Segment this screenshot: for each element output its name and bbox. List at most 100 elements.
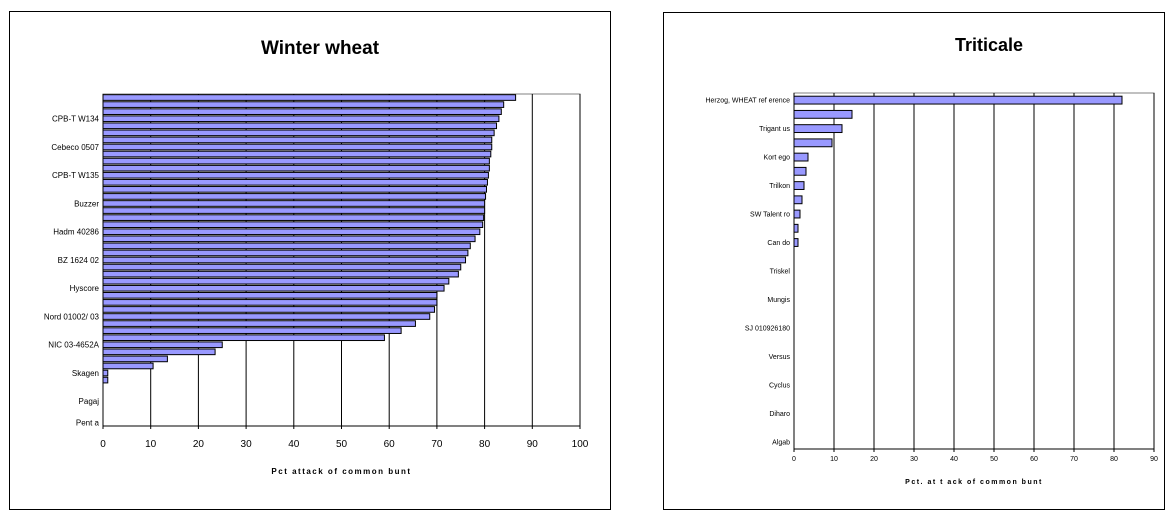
category-label: Can do xyxy=(767,240,790,247)
category-label: Hadm 40286 xyxy=(53,228,99,237)
category-label: Trilkon xyxy=(769,183,790,190)
bar xyxy=(102,284,445,292)
category-label: Hyscore xyxy=(70,284,100,293)
x-tick-label: 70 xyxy=(1070,456,1078,463)
bar xyxy=(793,152,809,162)
bar xyxy=(793,195,803,205)
bar xyxy=(102,355,168,363)
x-tick-label: 60 xyxy=(384,439,396,450)
bar xyxy=(793,166,807,176)
bar xyxy=(102,101,505,108)
bar xyxy=(102,200,486,207)
category-label: Versus xyxy=(769,354,791,361)
bar xyxy=(102,256,467,264)
x-tick-label: 0 xyxy=(792,456,796,463)
bar xyxy=(102,178,488,186)
x-tick-label: 90 xyxy=(527,439,539,450)
category-label: Diharo xyxy=(769,411,790,418)
category-label: Herzog, WHEAT ref erence xyxy=(705,98,790,105)
category-label: Buzzer xyxy=(74,199,99,208)
x-tick-label: 20 xyxy=(193,439,205,450)
category-label: SJ 010926180 xyxy=(745,325,790,332)
bar xyxy=(102,193,487,200)
x-tick-label: 30 xyxy=(910,456,918,463)
bar xyxy=(793,209,801,219)
bar xyxy=(102,157,490,165)
x-tick-label: 10 xyxy=(145,439,157,450)
bar xyxy=(793,238,799,247)
x-tick-label: 40 xyxy=(950,456,958,463)
x-tick-label: 80 xyxy=(1110,456,1118,463)
chart-title: Triticale xyxy=(955,35,1023,55)
x-tick-label: 70 xyxy=(431,439,443,450)
bar xyxy=(102,299,438,306)
category-label: CPB-T W134 xyxy=(52,115,100,124)
category-label: BZ 1624 02 xyxy=(58,256,100,265)
bar xyxy=(102,320,416,327)
category-label: Trigant us xyxy=(759,126,790,133)
bar xyxy=(102,129,495,137)
bar xyxy=(102,214,485,221)
bar xyxy=(102,115,500,123)
bar xyxy=(793,223,799,233)
x-tick-label: 30 xyxy=(241,439,253,450)
bar xyxy=(102,249,469,257)
bar xyxy=(102,348,216,356)
bar xyxy=(102,242,471,250)
bar xyxy=(102,277,450,285)
bar xyxy=(102,376,109,384)
triticale-chart-panel: Triticale 0 10 20 30 40 50 60 70 80 90 Herzog, WHEA… xyxy=(663,12,1165,510)
bar xyxy=(102,143,493,151)
x-tick-label: 10 xyxy=(830,456,838,463)
bar xyxy=(102,362,154,370)
bar xyxy=(102,291,438,299)
x-tick-label: 50 xyxy=(336,439,348,450)
category-label: Algab xyxy=(772,439,790,446)
x-tick-label: 40 xyxy=(288,439,300,450)
bar xyxy=(793,181,805,190)
winter-wheat-chart-panel: Winter wheat 0 10 20 30 40 50 60 70 80 90 100 CPB-T … xyxy=(9,11,611,510)
bar xyxy=(102,263,462,271)
x-tick-label: 60 xyxy=(1030,456,1038,463)
category-label: Pagaj xyxy=(79,397,100,406)
x-tick-label: 100 xyxy=(572,439,589,450)
x-tick-label: 20 xyxy=(870,456,878,463)
bar xyxy=(102,228,481,236)
category-label: Triskel xyxy=(770,268,791,275)
chart-title: Winter wheat xyxy=(261,38,380,59)
bar xyxy=(102,136,493,144)
bar xyxy=(102,164,490,172)
bar xyxy=(793,124,843,134)
bar xyxy=(102,186,488,193)
bar xyxy=(102,108,502,115)
bar xyxy=(102,341,223,349)
category-label: Nord 01002/ 03 xyxy=(44,312,100,321)
x-tick-label: 50 xyxy=(990,456,998,463)
bar xyxy=(102,369,109,377)
bar xyxy=(102,235,476,243)
chart-root: Triticale 0 10 20 30 40 50 60 70 80 90 Herzog, WHEA… xyxy=(705,35,1158,486)
x-tick-label: 80 xyxy=(479,439,491,450)
bar xyxy=(102,171,489,179)
x-axis-title: Pct. at t ack of common bunt xyxy=(905,479,1043,486)
category-label: Pent a xyxy=(76,418,100,427)
category-label: Cebeco 0507 xyxy=(51,143,99,152)
bar xyxy=(793,138,833,148)
chart-root: Winter wheat 0 10 20 30 40 50 60 70 80 90 100 CPB-T … xyxy=(44,38,589,476)
bar xyxy=(102,207,486,214)
category-label: Kort ego xyxy=(764,155,791,162)
bar xyxy=(102,94,517,101)
bar xyxy=(102,150,492,158)
bar xyxy=(102,221,484,229)
bar xyxy=(102,122,498,130)
bar xyxy=(102,327,402,334)
category-label: CPB-T W135 xyxy=(52,171,100,180)
category-label: Cyclus xyxy=(769,382,791,389)
triticale-chart: Triticale 0 10 20 30 40 50 60 70 80 90 Herzog, WHEA… xyxy=(705,35,1158,486)
category-label: Skagen xyxy=(72,369,99,378)
bar xyxy=(793,95,1123,105)
winter-wheat-chart: Winter wheat 0 10 20 30 40 50 60 70 80 90 100 CPB-T … xyxy=(44,38,589,476)
category-label: Mungis xyxy=(767,297,790,304)
bar xyxy=(102,313,431,320)
bar xyxy=(102,306,436,313)
